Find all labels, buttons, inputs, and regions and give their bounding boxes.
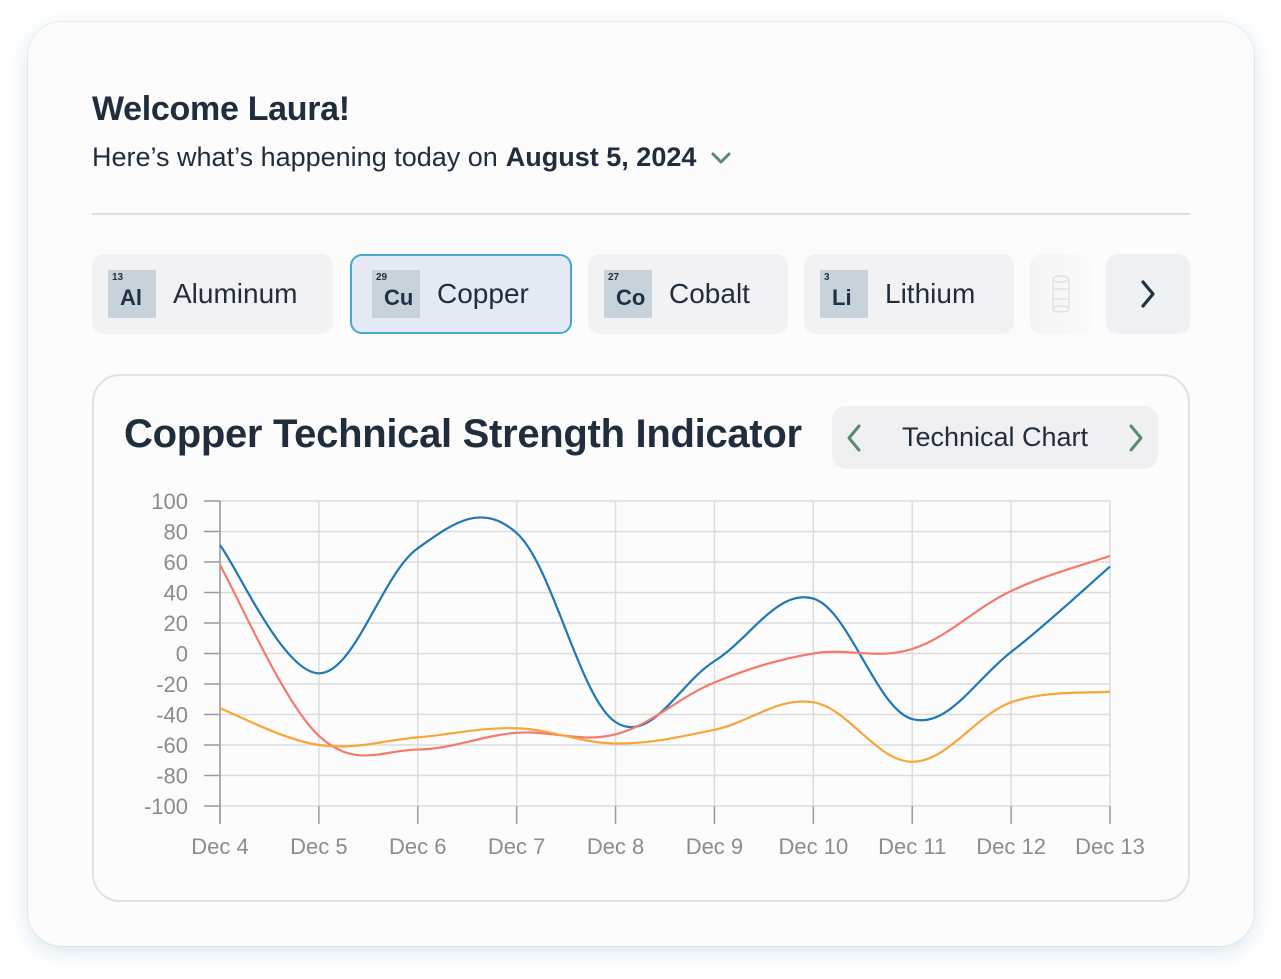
x-tick-label: Dec 8 xyxy=(587,834,644,859)
subtitle-text: Here’s what’s happening today on xyxy=(92,142,498,172)
atomic-number: 3 xyxy=(824,272,830,283)
divider xyxy=(92,213,1190,215)
x-tick-label: Dec 12 xyxy=(976,834,1046,859)
x-tick-label: Dec 9 xyxy=(686,834,743,859)
x-tick-label: Dec 5 xyxy=(290,834,347,859)
y-tick-label: 60 xyxy=(164,550,188,575)
y-tick-label: 0 xyxy=(176,642,188,667)
series-line-2 xyxy=(219,690,1111,763)
y-tick-label: 20 xyxy=(164,611,188,636)
element-symbol: Co xyxy=(616,285,646,310)
element-badge: 29 Cu xyxy=(372,270,420,318)
metal-name: Lithium xyxy=(885,278,976,309)
element-symbol: Cu xyxy=(384,285,414,310)
date-line: Here’s what’s happening today on August … xyxy=(92,142,732,173)
y-tick-label: 100 xyxy=(151,489,188,514)
y-tick-label: -100 xyxy=(144,794,188,819)
chart-title: Copper Technical Strength Indicator xyxy=(124,412,802,456)
y-tick-label: -60 xyxy=(156,733,188,758)
metal-name: Copper xyxy=(437,278,529,309)
metal-selector: 13 Al Aluminum 29 Cu Copper 27 Co Cobalt… xyxy=(92,254,1190,334)
chart-prev-button[interactable] xyxy=(832,406,876,469)
chart-view-label: Technical Chart xyxy=(901,422,1089,452)
current-date[interactable]: August 5, 2024 xyxy=(505,142,697,172)
x-tick-label: Dec 6 xyxy=(389,834,446,859)
chevron-down-icon[interactable] xyxy=(710,151,732,165)
x-tick-label: Dec 4 xyxy=(191,834,248,859)
welcome-heading: Welcome Laura! xyxy=(92,90,350,128)
series-line-1 xyxy=(219,554,1111,757)
chevron-left-icon xyxy=(847,424,861,451)
x-tick-label: Dec 13 xyxy=(1075,834,1145,859)
x-tick-label: Dec 10 xyxy=(778,834,848,859)
metal-tab-partial[interactable] xyxy=(1030,254,1092,334)
atomic-number: 13 xyxy=(112,272,124,283)
atomic-number: 27 xyxy=(608,272,620,283)
metal-tab-aluminum[interactable]: 13 Al Aluminum xyxy=(92,254,333,334)
chart-next-button[interactable] xyxy=(1114,406,1158,469)
metal-name: Cobalt xyxy=(669,278,750,309)
element-symbol: Li xyxy=(832,285,852,310)
metal-name: Aluminum xyxy=(173,278,298,309)
chart-view-switcher: Technical Chart xyxy=(832,406,1158,469)
element-symbol: Al xyxy=(120,285,142,310)
y-tick-label: 80 xyxy=(164,520,188,545)
metals-next-button[interactable] xyxy=(1106,254,1190,334)
y-tick-label: -40 xyxy=(156,703,188,728)
atomic-number: 29 xyxy=(376,272,388,283)
chevron-right-icon xyxy=(1141,280,1155,308)
metal-tab-cobalt[interactable]: 27 Co Cobalt xyxy=(588,254,788,334)
y-tick-label: -20 xyxy=(156,672,188,697)
x-tick-label: Dec 11 xyxy=(878,834,946,859)
element-badge: 13 Al xyxy=(108,270,156,318)
y-tick-label: 40 xyxy=(164,581,188,606)
barrel-icon xyxy=(1052,275,1070,313)
chevron-right-icon xyxy=(1129,424,1143,451)
metal-tab-copper[interactable]: 29 Cu Copper xyxy=(350,254,572,334)
element-badge: 3 Li xyxy=(820,270,868,318)
x-tick-label: Dec 7 xyxy=(488,834,545,859)
y-tick-label: -80 xyxy=(156,764,188,789)
element-badge: 27 Co xyxy=(604,270,652,318)
metal-tab-lithium[interactable]: 3 Li Lithium xyxy=(804,254,1014,334)
